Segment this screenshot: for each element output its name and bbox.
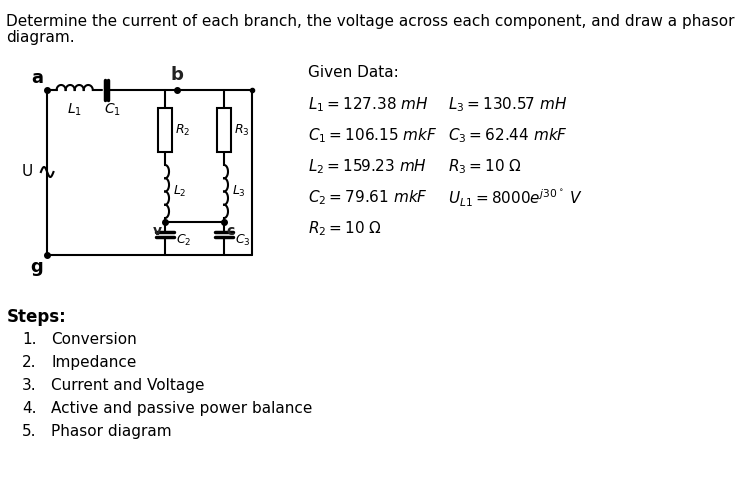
Text: $C_2$: $C_2$ bbox=[176, 232, 192, 247]
Text: 1.: 1. bbox=[22, 332, 36, 347]
Text: Impedance: Impedance bbox=[51, 355, 137, 370]
Text: $C_3 = 62.44\ mkF$: $C_3 = 62.44\ mkF$ bbox=[448, 126, 568, 145]
Text: 3.: 3. bbox=[22, 378, 36, 393]
Text: a: a bbox=[31, 69, 43, 87]
Text: $C_3$: $C_3$ bbox=[235, 232, 250, 247]
Text: b: b bbox=[170, 66, 184, 84]
Text: Phasor diagram: Phasor diagram bbox=[51, 424, 172, 439]
Text: 5.: 5. bbox=[22, 424, 36, 439]
Text: $U_{L1} = 8000e^{j30^\circ}\ V$: $U_{L1} = 8000e^{j30^\circ}\ V$ bbox=[448, 188, 583, 209]
Text: 4.: 4. bbox=[22, 401, 36, 416]
Text: $L_1$: $L_1$ bbox=[67, 102, 82, 119]
Text: $C_1 = 106.15\ mkF$: $C_1 = 106.15\ mkF$ bbox=[308, 126, 438, 145]
Text: $R_2 = 10\ \Omega$: $R_2 = 10\ \Omega$ bbox=[308, 219, 382, 238]
Text: g: g bbox=[30, 258, 43, 276]
Text: U: U bbox=[22, 164, 33, 180]
Text: Current and Voltage: Current and Voltage bbox=[51, 378, 204, 393]
Text: $L_1 = 127.38\ mH$: $L_1 = 127.38\ mH$ bbox=[308, 95, 429, 114]
Text: $R_2$: $R_2$ bbox=[175, 122, 191, 138]
Text: Given Data:: Given Data: bbox=[308, 65, 399, 80]
Text: $C_1$: $C_1$ bbox=[104, 102, 121, 119]
FancyBboxPatch shape bbox=[217, 108, 231, 152]
Text: Steps:: Steps: bbox=[6, 308, 66, 326]
Text: $L_3 = 130.57\ mH$: $L_3 = 130.57\ mH$ bbox=[448, 95, 568, 114]
Text: 2.: 2. bbox=[22, 355, 36, 370]
Text: Active and passive power balance: Active and passive power balance bbox=[51, 401, 313, 416]
FancyBboxPatch shape bbox=[158, 108, 172, 152]
Text: $L_2$: $L_2$ bbox=[173, 184, 186, 199]
Text: $L_2 = 159.23\ mH$: $L_2 = 159.23\ mH$ bbox=[308, 157, 427, 176]
Text: $R_3 = 10\ \Omega$: $R_3 = 10\ \Omega$ bbox=[448, 157, 522, 176]
Text: v: v bbox=[153, 224, 162, 238]
Text: c: c bbox=[227, 224, 235, 238]
Text: $R_3$: $R_3$ bbox=[234, 122, 250, 138]
Text: Conversion: Conversion bbox=[51, 332, 137, 347]
Text: Determine the current of each branch, the voltage across each component, and dra: Determine the current of each branch, th… bbox=[6, 14, 735, 29]
Text: diagram.: diagram. bbox=[6, 30, 75, 45]
Text: $C_2 = 79.61\ mkF$: $C_2 = 79.61\ mkF$ bbox=[308, 188, 428, 207]
Text: $L_3$: $L_3$ bbox=[232, 184, 246, 199]
